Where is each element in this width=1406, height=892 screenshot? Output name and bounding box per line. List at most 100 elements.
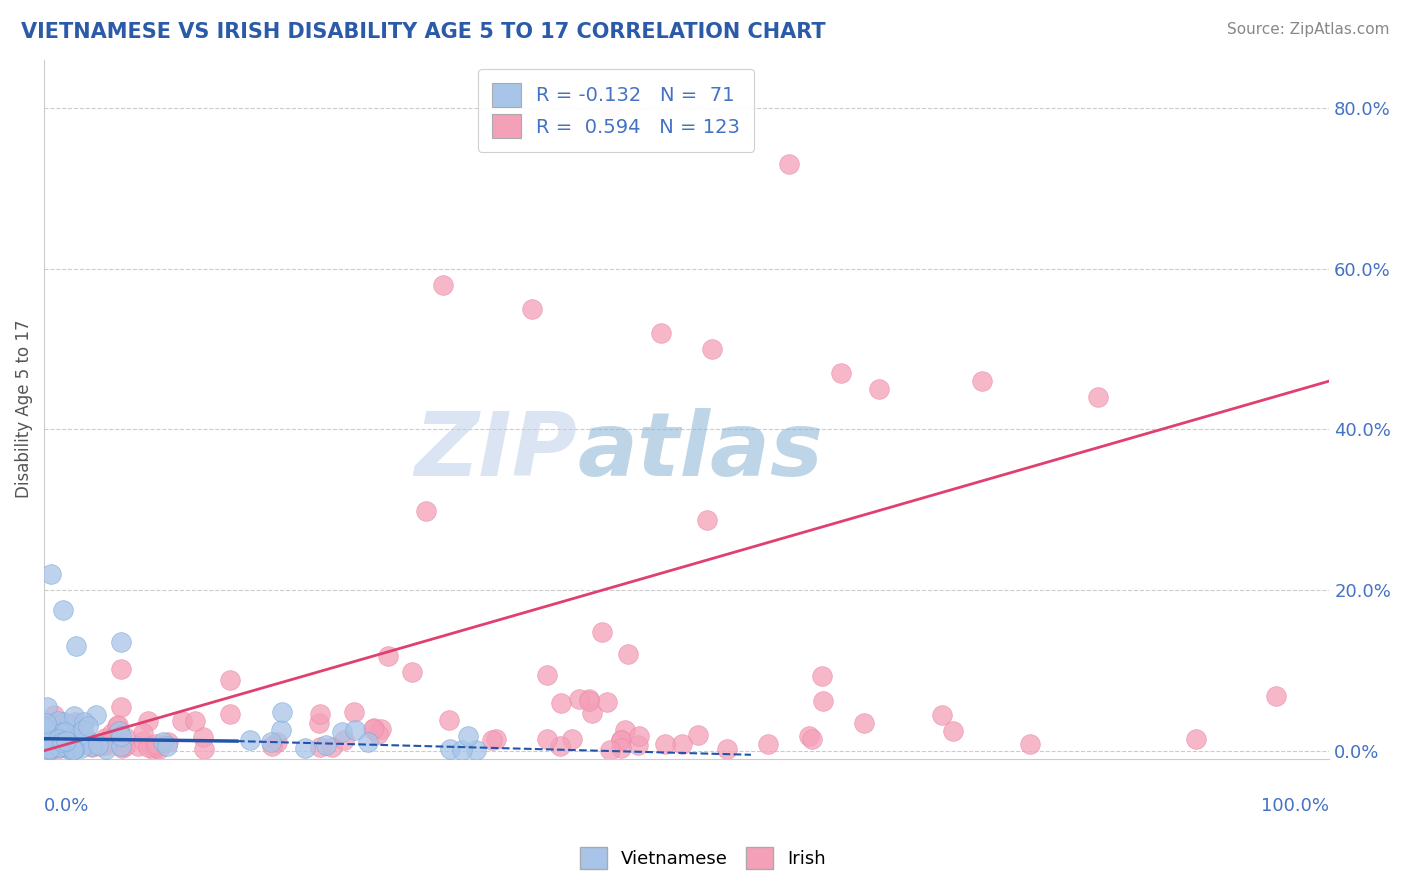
Point xyxy=(52,714,75,729)
Point xyxy=(37,738,59,752)
Point xyxy=(35,716,58,731)
Point xyxy=(931,707,953,722)
Text: ZIP: ZIP xyxy=(415,408,578,495)
Point xyxy=(41,728,63,742)
Point xyxy=(344,723,367,737)
Point xyxy=(58,733,80,747)
Point xyxy=(49,739,72,754)
Point xyxy=(65,640,87,654)
Point xyxy=(127,739,149,753)
Point xyxy=(49,726,72,740)
Point xyxy=(363,721,385,735)
Point xyxy=(457,729,479,743)
Point xyxy=(942,723,965,738)
Point xyxy=(271,705,294,719)
Point xyxy=(114,739,136,753)
Point xyxy=(66,728,89,742)
Point xyxy=(536,668,558,682)
Point xyxy=(56,723,79,737)
Point xyxy=(46,731,69,746)
Point xyxy=(34,737,56,751)
Point xyxy=(309,707,332,722)
Point xyxy=(262,739,284,753)
Point xyxy=(1018,737,1040,751)
Point xyxy=(77,719,100,733)
Point xyxy=(756,737,779,751)
Point xyxy=(370,722,392,736)
Point xyxy=(65,741,87,756)
Point xyxy=(972,374,994,388)
Point xyxy=(610,740,633,755)
Point xyxy=(72,723,94,737)
Point xyxy=(39,741,62,756)
Point xyxy=(136,739,159,754)
Point xyxy=(58,742,80,756)
Point xyxy=(59,740,82,755)
Point xyxy=(800,732,823,747)
Point xyxy=(401,665,423,680)
Point xyxy=(599,742,621,756)
Point xyxy=(107,718,129,732)
Point xyxy=(184,714,207,728)
Legend: R = -0.132   N =  71, R =  0.594   N = 123: R = -0.132 N = 71, R = 0.594 N = 123 xyxy=(478,70,754,152)
Point xyxy=(65,730,87,744)
Point xyxy=(114,731,136,745)
Point xyxy=(34,743,56,757)
Point xyxy=(581,706,603,720)
Point xyxy=(550,739,572,753)
Point xyxy=(110,635,132,649)
Point xyxy=(34,721,56,735)
Point xyxy=(35,726,58,740)
Point xyxy=(77,733,100,747)
Point xyxy=(66,737,89,751)
Point xyxy=(591,625,613,640)
Point xyxy=(609,733,631,747)
Point xyxy=(330,724,353,739)
Point xyxy=(34,739,56,754)
Point xyxy=(110,699,132,714)
Point xyxy=(79,734,101,748)
Point xyxy=(628,730,651,744)
Point xyxy=(170,714,193,729)
Point xyxy=(193,731,215,745)
Point xyxy=(110,739,132,754)
Point xyxy=(1087,390,1109,404)
Point xyxy=(357,735,380,749)
Point xyxy=(94,731,117,745)
Point xyxy=(315,738,337,752)
Point xyxy=(377,649,399,664)
Point xyxy=(686,727,709,741)
Point xyxy=(450,743,472,757)
Point xyxy=(610,732,633,747)
Point xyxy=(617,648,640,662)
Text: VIETNAMESE VS IRISH DISABILITY AGE 5 TO 17 CORRELATION CHART: VIETNAMESE VS IRISH DISABILITY AGE 5 TO … xyxy=(21,22,825,42)
Point xyxy=(869,382,891,396)
Point xyxy=(59,720,82,734)
Text: 0.0%: 0.0% xyxy=(44,797,90,815)
Point xyxy=(38,738,60,752)
Point xyxy=(62,740,84,755)
Text: Source: ZipAtlas.com: Source: ZipAtlas.com xyxy=(1226,22,1389,37)
Point xyxy=(308,739,330,754)
Point xyxy=(53,738,76,752)
Point xyxy=(60,736,83,750)
Point xyxy=(34,733,56,747)
Point xyxy=(148,741,170,756)
Point xyxy=(48,739,70,754)
Point xyxy=(321,740,343,755)
Point xyxy=(49,734,72,748)
Point xyxy=(1185,732,1208,747)
Point xyxy=(626,738,648,752)
Point xyxy=(87,739,110,753)
Point xyxy=(52,603,75,617)
Point xyxy=(132,726,155,740)
Point xyxy=(51,726,73,740)
Point xyxy=(219,706,242,721)
Point xyxy=(49,739,72,753)
Point xyxy=(853,715,876,730)
Point xyxy=(80,740,103,755)
Point xyxy=(811,694,834,708)
Point xyxy=(239,733,262,747)
Point xyxy=(70,740,93,755)
Point xyxy=(41,716,63,731)
